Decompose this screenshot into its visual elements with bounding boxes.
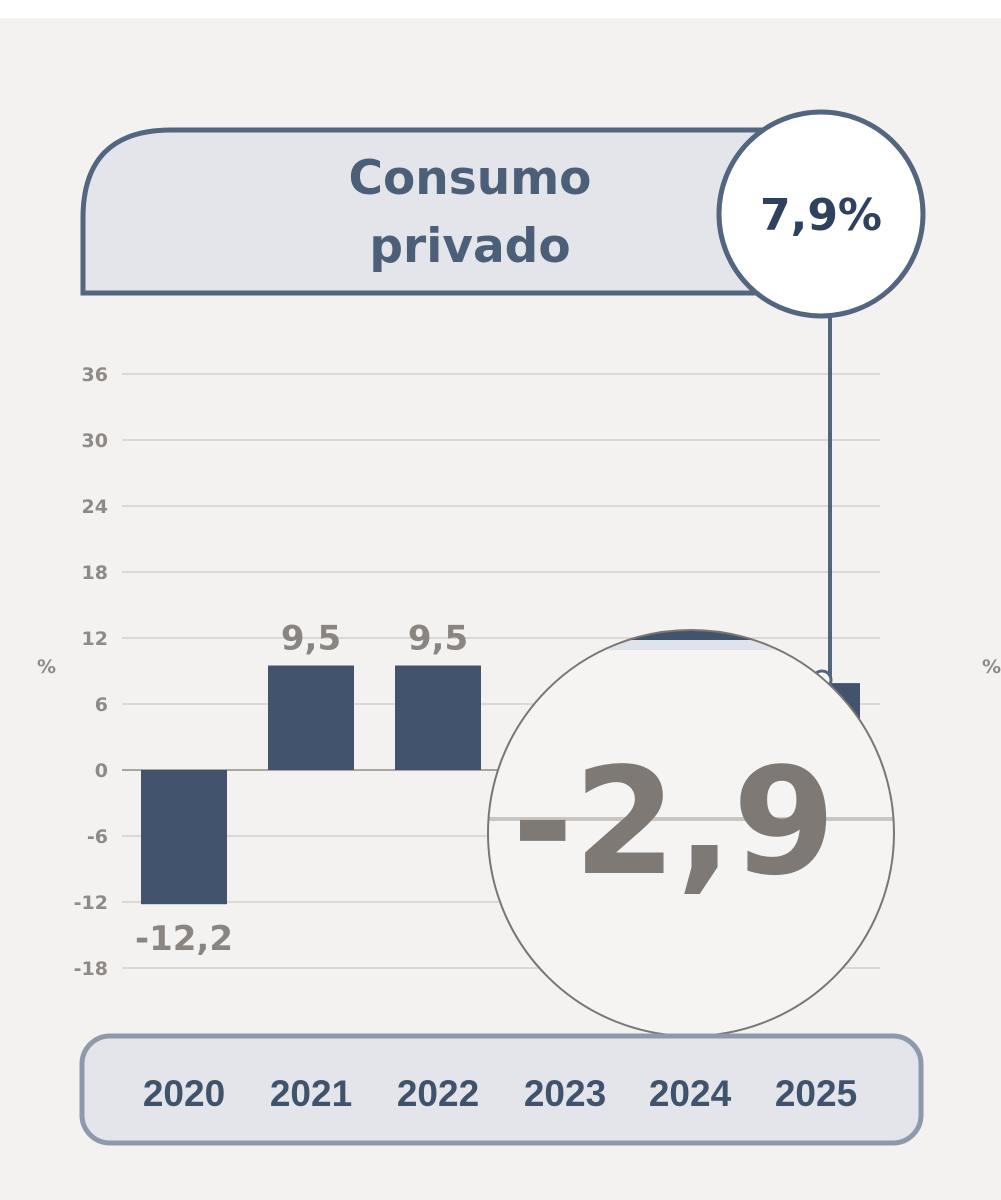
chart-panel: Consumo privado 36 30 24 18 12 6 0 -6 -12 -18 -12… bbox=[0, 18, 1001, 1200]
y-axis-ticks: 36 30 24 18 12 6 0 -6 -12 -18 bbox=[74, 364, 108, 980]
magnifier-bar-fragment bbox=[560, 630, 790, 640]
category-label-2021: 2021 bbox=[270, 1073, 352, 1114]
title-line-2: privado bbox=[369, 219, 570, 274]
title-banner bbox=[80, 127, 838, 296]
magnifier: -2,9 bbox=[487, 629, 895, 1037]
chart: Consumo privado 36 30 24 18 12 6 0 -6 -12 -18 -12… bbox=[37, 109, 1001, 1146]
y-tick-label: 0 bbox=[95, 760, 108, 782]
bar-2021 bbox=[268, 665, 354, 770]
y-tick-label: 6 bbox=[95, 694, 108, 716]
category-label-2023: 2023 bbox=[524, 1073, 606, 1114]
title-line-1: Consumo bbox=[349, 151, 592, 206]
category-label-2020: 2020 bbox=[143, 1073, 225, 1114]
category-label-2025: 2025 bbox=[775, 1073, 857, 1114]
category-axis-box bbox=[79, 1033, 924, 1146]
unit-label-right: % bbox=[982, 656, 1001, 678]
data-labels: -12,2 9,5 9,5 bbox=[135, 619, 468, 960]
y-tick-label: 36 bbox=[82, 364, 108, 386]
data-label-2022: 9,5 bbox=[408, 619, 468, 659]
data-label-2020: -12,2 bbox=[135, 919, 233, 959]
y-tick-label: 24 bbox=[82, 496, 108, 518]
y-tick-label: 12 bbox=[82, 628, 108, 650]
x-axis-categories: 2020 2021 2022 2023 2024 2025 bbox=[143, 1073, 857, 1114]
category-label-2022: 2022 bbox=[397, 1073, 479, 1114]
y-tick-label: 18 bbox=[82, 562, 108, 584]
y-tick-label: 30 bbox=[82, 430, 108, 452]
data-label-2021: 9,5 bbox=[281, 619, 341, 659]
y-tick-label: -18 bbox=[74, 958, 108, 980]
magnifier-zoomed-label: -2,9 bbox=[512, 736, 836, 908]
y-tick-label: -6 bbox=[87, 826, 108, 848]
unit-label-left: % bbox=[37, 656, 56, 678]
magnifier-bar-fragment-fade bbox=[560, 640, 790, 650]
bar-2020 bbox=[141, 770, 227, 905]
highlight-badge bbox=[716, 109, 926, 319]
category-label-2024: 2024 bbox=[649, 1073, 732, 1114]
bar-2022 bbox=[395, 665, 481, 770]
y-tick-label: -12 bbox=[74, 892, 108, 914]
highlight-badge-value: 7,9% bbox=[760, 190, 882, 241]
